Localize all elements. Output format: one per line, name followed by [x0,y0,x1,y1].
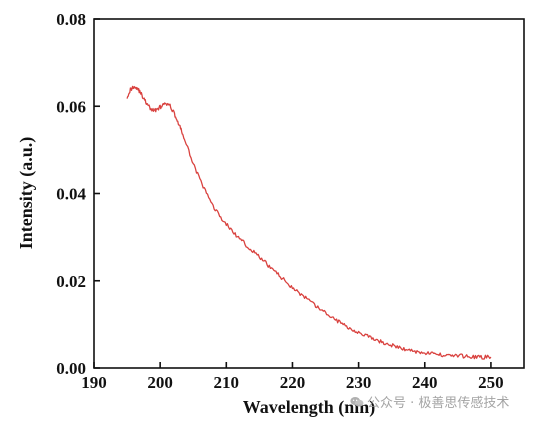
plot-frame [93,18,525,369]
x-tick-label: 250 [478,373,504,392]
y-tick-label: 0.06 [56,97,86,116]
y-tick-label: 0.08 [56,10,86,29]
wechat-icon [350,397,364,407]
x-tick-label: 230 [346,373,372,392]
y-tick-label: 0.00 [56,359,86,378]
x-tick-label: 190 [81,373,107,392]
x-tick-label: 240 [412,373,438,392]
spectrum-line [126,85,492,360]
x-tick-label: 210 [214,373,240,392]
axis-tick-labels: 190 200 210 220 230 240 250 0.00 0.02 0.04 0.06 0.0… [56,10,503,392]
x-axis-title: Wavelength (nm) [243,397,376,418]
y-tick-label: 0.04 [56,185,86,204]
x-tick-label: 220 [280,373,306,392]
axis-ticks [93,18,492,369]
y-axis-title: Intensity (a.u.) [16,137,37,250]
x-tick-label: 200 [147,373,173,392]
y-tick-label: 0.02 [56,272,86,291]
watermark-text: 公众号 · 极善思传感技术 [367,396,510,411]
watermark: 公众号 · 极善思传感技术 [350,392,509,411]
